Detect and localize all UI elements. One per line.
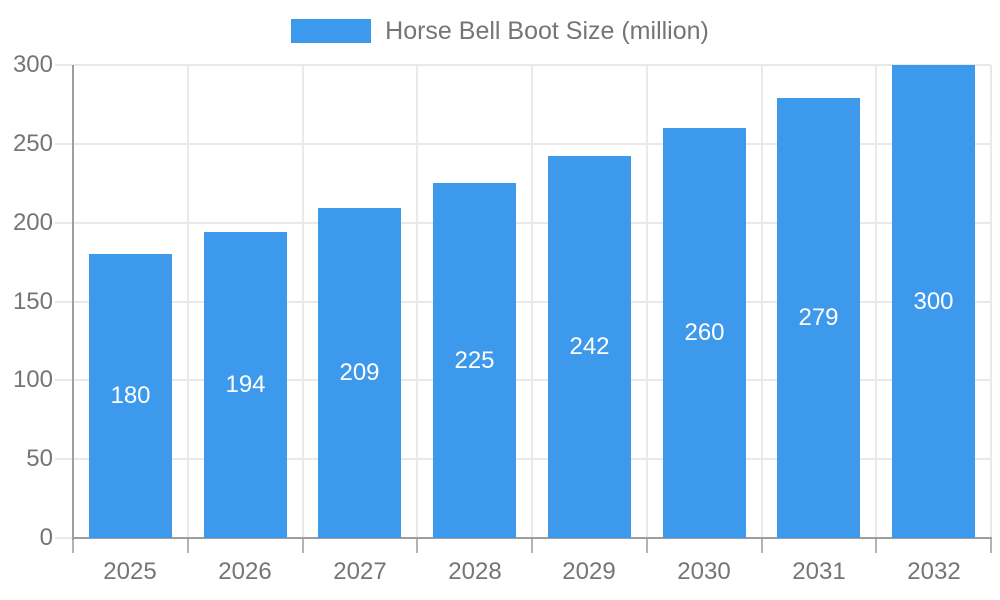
bar — [777, 98, 860, 538]
bar-value-label: 209 — [339, 359, 380, 386]
bar — [204, 232, 287, 538]
x-axis-line — [72, 537, 992, 539]
x-gridline — [186, 65, 189, 538]
x-axis-category-label: 2032 — [907, 558, 961, 585]
bar — [548, 156, 631, 538]
bar — [892, 65, 975, 538]
x-axis-tick-mark — [186, 538, 189, 553]
y-gridline — [55, 142, 991, 145]
chart-legend[interactable]: Horse Bell Boot Size (million) — [0, 16, 1000, 46]
y-gridline — [55, 64, 991, 66]
x-gridline — [760, 65, 763, 538]
y-gridline — [55, 300, 991, 303]
x-axis-category-label: 2030 — [677, 558, 731, 585]
bar — [89, 254, 172, 538]
x-axis-category-label: 2031 — [792, 558, 846, 585]
y-axis-tick-label: 100 — [12, 366, 53, 394]
bar-value-label: 242 — [569, 333, 610, 360]
bar-value-label: 194 — [225, 371, 266, 398]
x-gridline — [301, 65, 304, 538]
x-axis-tick-mark — [301, 538, 304, 553]
y-axis-tick-label: 0 — [39, 524, 53, 551]
x-gridline — [416, 65, 419, 538]
y-gridline — [55, 458, 991, 461]
x-axis-tick-mark — [760, 538, 763, 553]
bar-value-label: 180 — [110, 382, 151, 409]
x-axis-category-label: 2026 — [218, 558, 272, 585]
x-axis-tick-mark — [645, 538, 648, 553]
x-gridline — [990, 65, 992, 538]
x-axis-tick-mark — [990, 538, 992, 553]
x-axis-category-label: 2029 — [562, 558, 616, 585]
bar-value-label: 300 — [913, 288, 954, 315]
legend-swatch-icon — [291, 19, 372, 43]
x-gridline — [531, 65, 533, 538]
y-gridline — [55, 379, 991, 382]
x-axis-tick-mark — [72, 538, 74, 553]
y-axis-tick-label: 300 — [12, 51, 53, 78]
legend-label: Horse Bell Boot Size (million) — [385, 17, 709, 45]
x-axis-tick-mark — [531, 538, 533, 553]
x-axis-tick-mark — [416, 538, 419, 553]
bar-value-label: 225 — [454, 347, 495, 374]
bar — [318, 208, 401, 538]
y-axis-tick-label: 200 — [12, 208, 53, 236]
y-axis-tick-label: 50 — [26, 445, 53, 473]
bar-value-label: 260 — [684, 319, 725, 346]
bar — [433, 183, 516, 538]
y-axis-tick-label: 250 — [12, 129, 53, 157]
x-axis-category-label: 2028 — [448, 558, 502, 585]
x-axis-category-label: 2027 — [333, 558, 387, 585]
y-axis-tick-label: 150 — [12, 287, 53, 315]
bar-value-label: 279 — [798, 304, 839, 331]
x-axis-category-label: 2025 — [103, 558, 157, 585]
y-gridline — [55, 221, 991, 224]
x-gridline — [875, 65, 878, 538]
x-gridline — [645, 65, 648, 538]
bar — [663, 128, 746, 538]
y-axis-line — [72, 65, 74, 540]
x-axis-tick-mark — [875, 538, 878, 553]
